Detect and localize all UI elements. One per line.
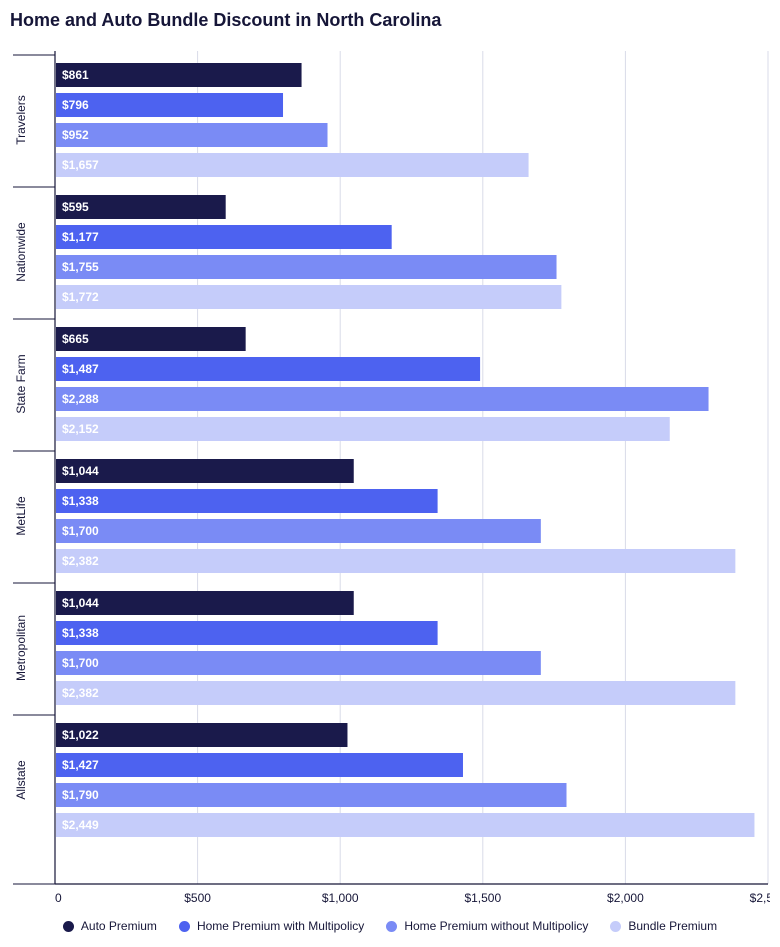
bar xyxy=(56,357,480,381)
bar xyxy=(56,651,541,675)
bar xyxy=(56,681,735,705)
legend-item: Home Premium with Multipolicy xyxy=(179,919,364,933)
legend-label: Home Premium with Multipolicy xyxy=(197,919,364,933)
bar xyxy=(56,489,438,513)
bar-value-label: $1,338 xyxy=(62,494,99,508)
bar xyxy=(56,459,354,483)
bar-value-label: $1,177 xyxy=(62,230,99,244)
bar-value-label: $1,790 xyxy=(62,788,99,802)
bar-value-label: $2,382 xyxy=(62,554,99,568)
legend-swatch xyxy=(610,921,621,932)
bar-value-label: $2,288 xyxy=(62,392,99,406)
legend-label: Home Premium without Multipolicy xyxy=(404,919,588,933)
plot-area: 0 $500 $1,000 $1,500 $2,000 $2,500 $861 $796 $95… xyxy=(10,49,770,909)
legend-swatch xyxy=(386,921,397,932)
bar xyxy=(56,753,463,777)
x-tick-label: $500 xyxy=(184,891,211,905)
legend-item: Bundle Premium xyxy=(610,919,717,933)
bar-value-label: $861 xyxy=(62,68,89,82)
bar-value-label: $1,427 xyxy=(62,758,99,772)
bar-value-label: $796 xyxy=(62,98,89,112)
bar xyxy=(56,285,561,309)
bar xyxy=(56,63,302,87)
legend-label: Auto Premium xyxy=(81,919,157,933)
bar xyxy=(56,417,670,441)
bar-value-label: $2,382 xyxy=(62,686,99,700)
y-category-label: State Farm xyxy=(14,354,28,413)
bar xyxy=(56,723,347,747)
y-category-label: Metropolitan xyxy=(14,615,28,681)
bar xyxy=(56,123,328,147)
bar xyxy=(56,813,754,837)
bar xyxy=(56,93,283,117)
y-category-label: Nationwide xyxy=(14,222,28,282)
bar xyxy=(56,255,557,279)
x-tick-label: $1,000 xyxy=(322,891,359,905)
legend-swatch xyxy=(179,921,190,932)
legend-item: Auto Premium xyxy=(63,919,157,933)
x-tick-label: 0 xyxy=(55,891,62,905)
bar-value-label: $595 xyxy=(62,200,89,214)
bar-value-label: $2,449 xyxy=(62,818,99,832)
bar xyxy=(56,519,541,543)
bar xyxy=(56,621,438,645)
x-tick-label: $2,000 xyxy=(607,891,644,905)
bar xyxy=(56,153,529,177)
y-category-label: Travelers xyxy=(14,95,28,145)
bar xyxy=(56,783,567,807)
bar-value-label: $1,487 xyxy=(62,362,99,376)
legend: Auto Premium Home Premium with Multipolic… xyxy=(10,909,770,947)
legend-swatch xyxy=(63,921,74,932)
bar-value-label: $1,657 xyxy=(62,158,99,172)
x-tick-label: $1,500 xyxy=(464,891,501,905)
bar-value-label: $665 xyxy=(62,332,89,346)
bar-value-label: $1,700 xyxy=(62,524,99,538)
bar-value-label: $1,772 xyxy=(62,290,99,304)
x-tick-label: $2,500 xyxy=(750,891,770,905)
y-category-label: Allstate xyxy=(14,760,28,800)
bar-value-label: $1,044 xyxy=(62,596,99,610)
chart-svg: 0 $500 $1,000 $1,500 $2,000 $2,500 $861 $796 $95… xyxy=(10,49,770,909)
legend-label: Bundle Premium xyxy=(628,919,717,933)
chart-container: Home and Auto Bundle Discount in North C… xyxy=(0,0,780,947)
bar-value-label: $1,338 xyxy=(62,626,99,640)
bar-value-label: $1,022 xyxy=(62,728,99,742)
bar xyxy=(56,591,354,615)
bar-value-label: $1,700 xyxy=(62,656,99,670)
y-category-label: MetLife xyxy=(14,496,28,536)
bar xyxy=(56,387,709,411)
bar xyxy=(56,225,392,249)
bar-value-label: $952 xyxy=(62,128,89,142)
bar xyxy=(56,549,735,573)
bar-value-label: $1,755 xyxy=(62,260,99,274)
bar-value-label: $2,152 xyxy=(62,422,99,436)
bar-value-label: $1,044 xyxy=(62,464,99,478)
legend-item: Home Premium without Multipolicy xyxy=(386,919,588,933)
chart-title: Home and Auto Bundle Discount in North C… xyxy=(10,10,770,31)
